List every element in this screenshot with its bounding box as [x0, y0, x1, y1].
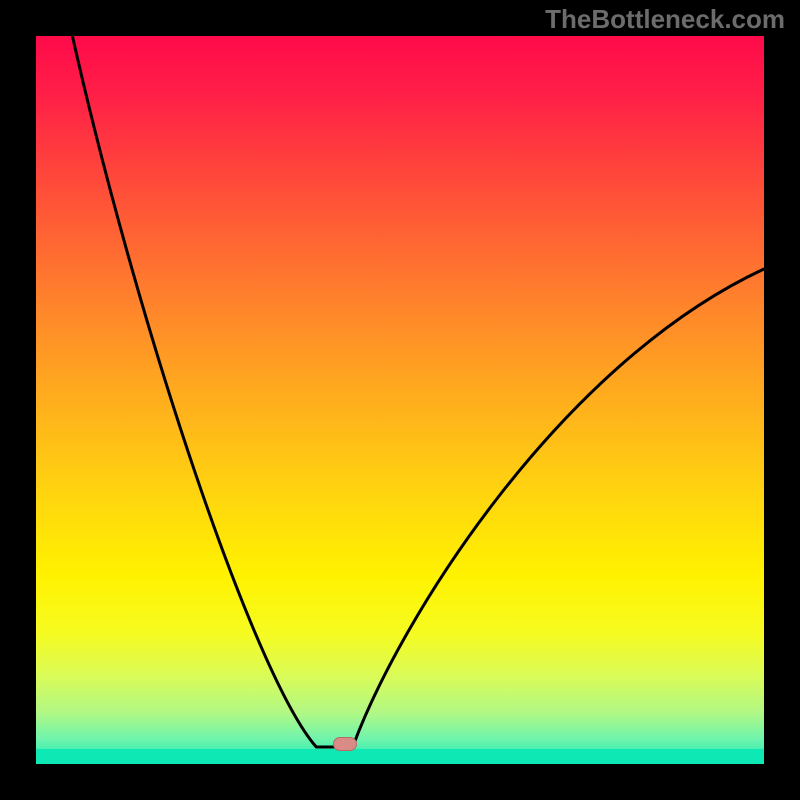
bottom-green-strip	[36, 749, 764, 764]
watermark-text: TheBottleneck.com	[545, 4, 785, 35]
plot-area	[36, 36, 764, 764]
bottleneck-curve	[36, 36, 764, 764]
chart-stage: TheBottleneck.com	[0, 0, 800, 800]
trough-marker	[333, 737, 357, 751]
